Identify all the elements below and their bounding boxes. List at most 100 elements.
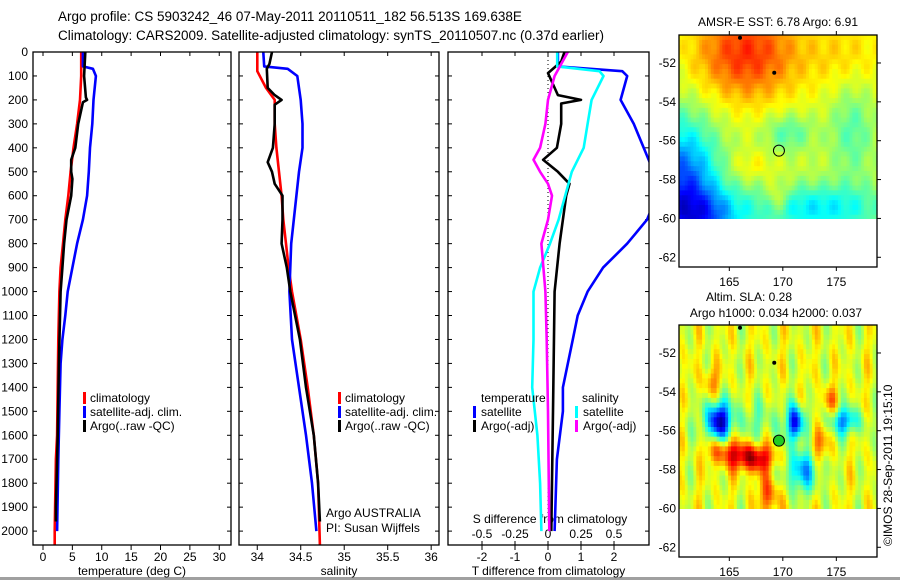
heatmap-cell	[736, 132, 741, 138]
heatmap-cell	[681, 373, 686, 380]
heatmap-cell	[788, 325, 793, 331]
heatmap-cell	[840, 69, 845, 75]
heatmap-cell	[785, 73, 790, 80]
heatmap-cell	[707, 205, 712, 211]
heatmap-cell	[681, 402, 686, 409]
heatmap-cell	[728, 209, 732, 216]
heatmap-cell	[809, 329, 813, 336]
heatmap-cell	[751, 78, 755, 85]
heatmap-cell	[800, 175, 804, 182]
heatmap-cell	[783, 368, 787, 375]
heatmap-cell	[829, 417, 833, 423]
heatmap-cell	[725, 73, 729, 80]
heatmap-cell	[713, 349, 718, 355]
heatmap-cell	[837, 205, 842, 211]
y-tick-label: 500	[8, 165, 28, 179]
heatmap-cell	[777, 388, 781, 394]
heatmap-cell	[751, 93, 755, 99]
heatmap-cell	[780, 54, 784, 60]
heatmap-cell	[748, 98, 752, 104]
heatmap-cell	[754, 166, 758, 172]
heatmap-cell	[754, 368, 758, 375]
heatmap-cell	[800, 132, 804, 138]
heatmap-cell	[835, 103, 839, 109]
heatmap-cell	[702, 146, 706, 153]
heatmap-cell	[719, 49, 723, 56]
heatmap-cell	[716, 59, 721, 65]
heatmap-cell	[687, 117, 692, 124]
heatmap-cell	[849, 200, 853, 206]
heatmap-cell	[774, 103, 778, 109]
heatmap-cell	[768, 132, 773, 138]
heatmap-cell	[872, 388, 877, 394]
heatmap-cell	[852, 49, 856, 56]
heatmap-cell	[785, 54, 790, 60]
heatmap-cell	[733, 359, 738, 365]
heatmap-cell	[814, 205, 819, 211]
heatmap-cell	[774, 431, 778, 438]
heatmap-cell	[797, 93, 801, 99]
heatmap-cell	[823, 73, 827, 80]
heatmap-cell	[759, 112, 764, 119]
heatmap-cell	[852, 412, 856, 418]
heatmap-cell	[719, 422, 723, 428]
heatmap-cell	[791, 190, 796, 196]
heatmap-cell	[803, 465, 807, 472]
heatmap-cell	[681, 451, 686, 457]
heatmap-cell	[681, 393, 686, 399]
heatmap-cell	[869, 329, 874, 336]
heatmap-cell	[797, 151, 801, 158]
heatmap-cell	[791, 339, 796, 346]
heatmap-cell	[806, 422, 810, 428]
heatmap-cell	[788, 436, 793, 443]
heatmap-cell	[829, 388, 833, 394]
heatmap-cell	[768, 59, 773, 65]
heatmap-cell	[837, 49, 842, 56]
heatmap-cell	[681, 461, 686, 467]
heatmap-cell	[739, 329, 744, 336]
heatmap-cell	[817, 441, 822, 448]
heatmap-cell	[800, 190, 804, 196]
heatmap-cell	[811, 83, 816, 90]
heatmap-cell	[739, 39, 744, 46]
heatmap-cell	[713, 388, 718, 394]
heatmap-cell	[872, 112, 877, 119]
heatmap-cell	[869, 93, 874, 99]
heatmap-cell	[705, 388, 709, 394]
heatmap-cell	[699, 339, 703, 346]
heatmap-cell	[806, 349, 810, 355]
heatmap-cell	[785, 334, 790, 341]
heatmap-cell	[759, 451, 764, 457]
heatmap-cell	[748, 127, 752, 133]
heatmap-cell	[716, 122, 721, 128]
heatmap-cell	[863, 83, 868, 90]
heatmap-cell	[736, 205, 741, 211]
heatmap-cell	[861, 334, 865, 341]
heatmap-cell	[768, 378, 773, 384]
heatmap-cell	[785, 185, 790, 192]
heatmap-cell	[765, 422, 770, 428]
heatmap-cell	[843, 214, 848, 219]
heatmap-cell	[757, 209, 761, 216]
heatmap-cell	[762, 69, 767, 75]
heatmap-cell	[762, 156, 767, 162]
heatmap-cell	[722, 407, 726, 414]
heatmap-cell	[866, 446, 871, 452]
heatmap-cell	[748, 436, 752, 443]
heatmap-cell	[829, 354, 833, 360]
heatmap-cell	[788, 417, 793, 423]
heatmap-cell	[765, 363, 770, 370]
heatmap-cell	[803, 161, 807, 167]
heatmap-cell	[846, 64, 851, 70]
heatmap-cell	[768, 69, 773, 75]
heatmap-cell	[840, 417, 845, 423]
heatmap-cell	[806, 431, 810, 438]
heatmap-cell	[693, 349, 697, 355]
heatmap-cell	[837, 397, 842, 404]
heatmap-cell	[861, 461, 865, 467]
heatmap-cell	[800, 59, 804, 65]
heatmap-cell	[826, 209, 830, 216]
heatmap-cell	[797, 64, 801, 70]
heatmap-cell	[777, 373, 781, 380]
heatmap-cell	[855, 141, 859, 148]
